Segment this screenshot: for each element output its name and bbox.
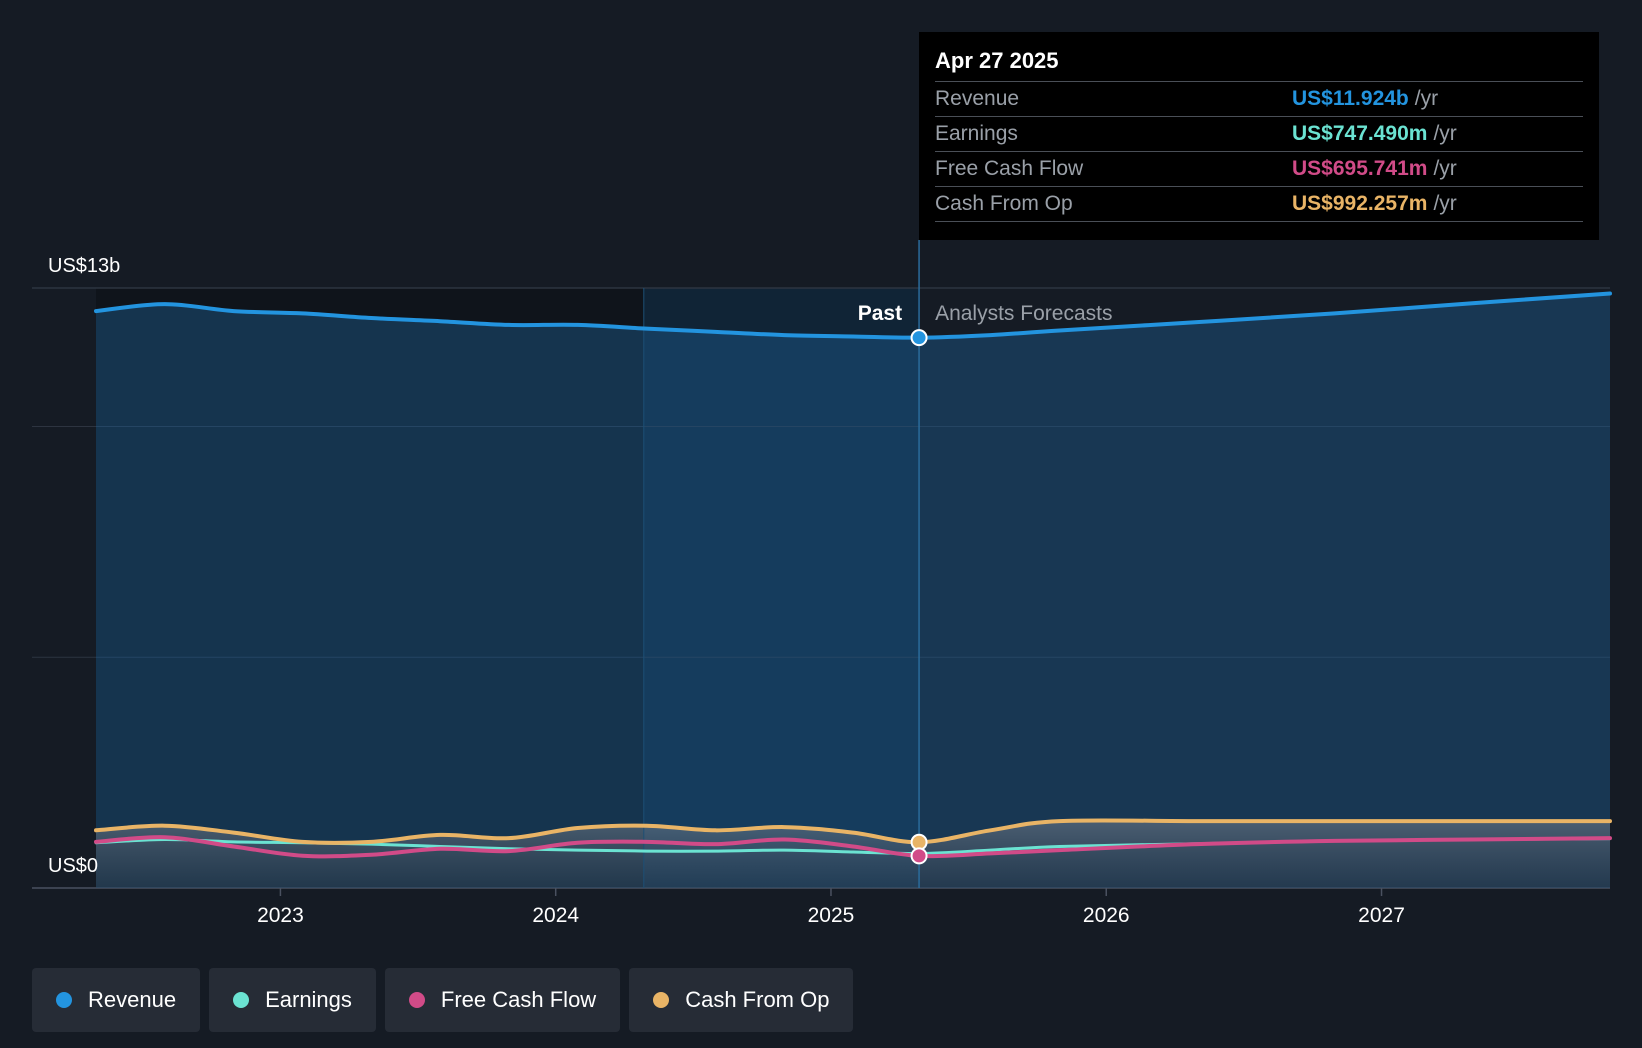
free-cash-flow-dot-icon xyxy=(408,992,425,1008)
x-axis-tick-label: 2027 xyxy=(1358,904,1405,927)
legend: Revenue Earnings Free Cash Flow Cash Fro… xyxy=(32,968,862,1032)
x-axis-tick-label: 2023 xyxy=(257,904,304,927)
tooltip-label: Cash From Op xyxy=(935,192,1073,215)
tooltip-row-revenue: Revenue US$11.924b /yr xyxy=(935,81,1583,116)
tooltip-value: US$11.924b xyxy=(1292,87,1409,110)
tooltip-unit: /yr xyxy=(1433,157,1457,180)
past-label: Past xyxy=(858,302,902,325)
legend-item-cash-from-op[interactable]: Cash From Op xyxy=(629,968,854,1032)
tooltip-label: Revenue xyxy=(935,87,1020,110)
revenue-line xyxy=(94,291,1612,340)
legend-item-revenue[interactable]: Revenue xyxy=(32,968,201,1032)
revenue-point-marker[interactable] xyxy=(910,329,928,347)
y-axis-bottom-label: US$0 xyxy=(48,855,98,877)
forecast-label: Analysts Forecasts xyxy=(935,302,1112,325)
legend-item-earnings[interactable]: Earnings xyxy=(209,968,376,1032)
tooltip-unit: /yr xyxy=(1433,192,1457,215)
tooltip-label: Earnings xyxy=(935,122,1018,145)
tooltip-row-cash-from-op: Cash From Op US$992.257m /yr xyxy=(935,186,1583,222)
highlight-region xyxy=(643,288,920,888)
legend-label: Cash From Op xyxy=(685,987,830,1012)
legend-label: Revenue xyxy=(88,987,177,1012)
revenue-area xyxy=(96,293,1610,888)
tooltip-unit: /yr xyxy=(1433,122,1457,145)
legend-item-free-cash-flow[interactable]: Free Cash Flow xyxy=(384,968,621,1032)
tooltip-unit: /yr xyxy=(1414,87,1439,110)
tooltip-label: Free Cash Flow xyxy=(935,157,1084,180)
earnings-dot-icon xyxy=(233,992,250,1008)
tooltip-value: US$747.490m xyxy=(1292,122,1428,145)
revenue-dot-icon xyxy=(56,992,72,1008)
free-cash-flow-line xyxy=(94,835,1612,859)
tooltip-value: US$992.257m xyxy=(1292,192,1428,215)
legend-label: Earnings xyxy=(265,987,352,1012)
tooltip: Apr 27 2025 Revenue US$11.924b /yr Earni… xyxy=(919,32,1599,240)
x-axis-tick-label: 2025 xyxy=(808,904,855,927)
cash-from-op-line xyxy=(94,818,1612,845)
cash-from-op-dot-icon xyxy=(653,992,670,1008)
x-axis-tick-label: 2026 xyxy=(1083,904,1130,927)
legend-label: Free Cash Flow xyxy=(440,987,597,1012)
x-axis-tick-label: 2024 xyxy=(532,904,579,927)
tooltip-row-earnings: Earnings US$747.490m /yr xyxy=(935,116,1583,151)
free-cash-flow-point-marker[interactable] xyxy=(910,847,928,865)
tooltip-row-free-cash-flow: Free Cash Flow US$695.741m /yr xyxy=(935,151,1583,186)
y-axis-top-label: US$13b xyxy=(48,255,120,277)
tooltip-value: US$695.741m xyxy=(1292,157,1428,180)
tooltip-date: Apr 27 2025 xyxy=(935,48,1059,73)
